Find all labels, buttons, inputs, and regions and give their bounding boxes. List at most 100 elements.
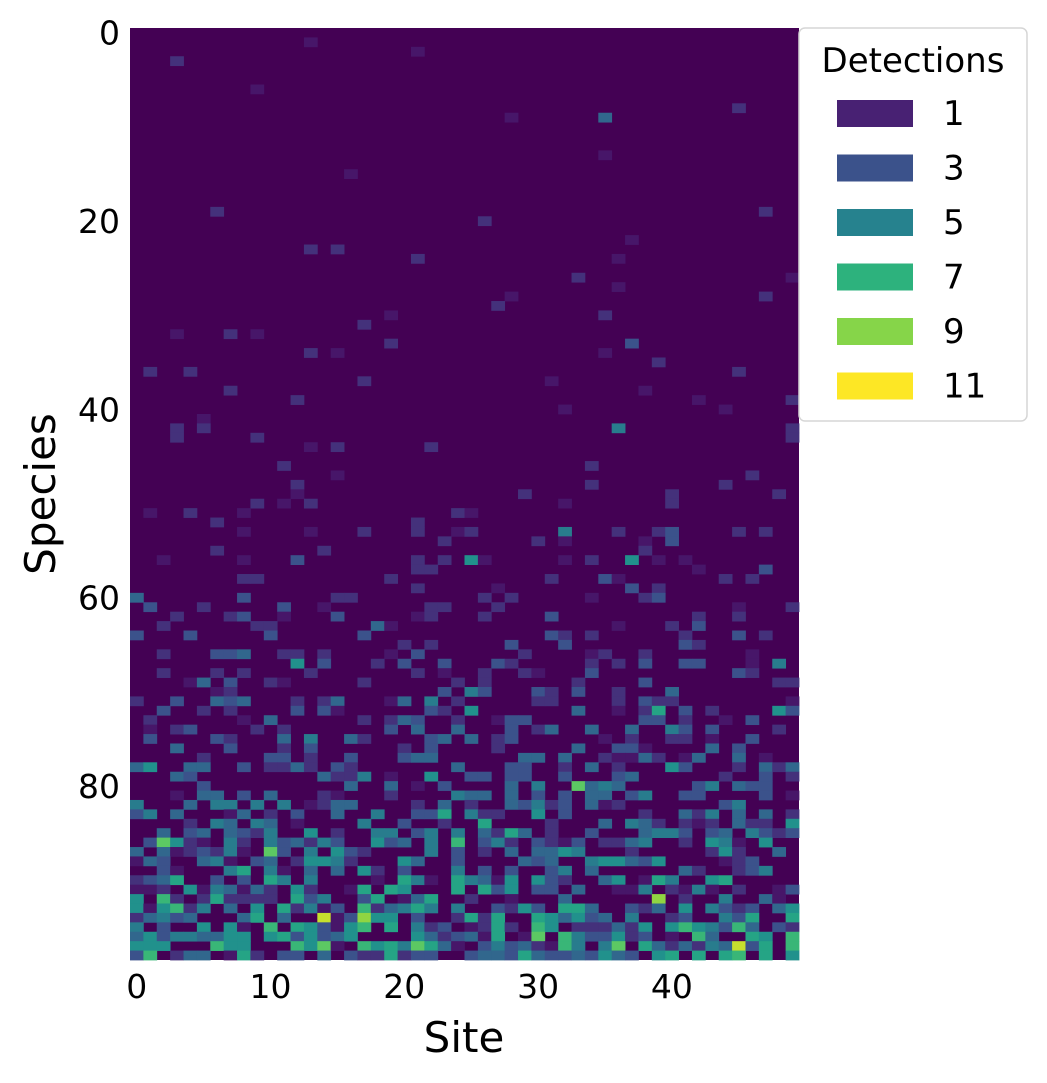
heatmap-cell [183,950,198,961]
heatmap-cell [598,112,613,123]
heatmap-cell [196,752,211,763]
legend-swatch [837,263,913,291]
heatmap-cell [732,809,746,820]
heatmap-cell [237,884,251,895]
heatmap-cell [464,790,479,801]
heatmap-cell [584,922,599,933]
heatmap-cell [705,875,720,886]
heatmap-cell [531,696,546,707]
heatmap-cell [223,696,238,707]
heatmap-cell [584,865,599,876]
heatmap-cell [344,912,358,923]
heatmap-cell [558,404,572,415]
heatmap-cell [678,724,693,735]
heatmap-cell [477,818,492,829]
heatmap-cell [705,903,720,914]
heatmap-cell [451,677,465,688]
heatmap-cell [277,752,291,763]
heatmap-cell [370,875,385,886]
heatmap-cell [250,621,265,631]
heatmap-cell [625,555,639,565]
heatmap-cell [263,847,278,857]
heatmap-cell [451,837,465,848]
y-axis-ticks: 0 20 40 60 80 [78,14,120,806]
heatmap-cell [196,894,211,904]
heatmap-cell [745,828,760,839]
heatmap-cell [745,865,760,876]
heatmap-cell [785,602,800,613]
heatmap-cell [196,903,211,914]
heatmap-cell [464,809,479,820]
heatmap-cell [263,856,278,867]
heatmap-cell [344,856,358,867]
heatmap-cell [237,611,251,622]
heatmap-cell [544,799,559,810]
heatmap-cell [504,592,519,603]
heatmap-cell [437,668,452,678]
heatmap-cell [410,856,425,867]
heatmap-cell [277,950,291,961]
heatmap-cell [665,489,679,500]
heatmap-cell [317,649,332,660]
heatmap-cell [758,752,773,763]
heatmap-cell [544,837,559,848]
heatmap-cell [732,762,746,773]
heatmap-cell [183,837,198,848]
heatmap-cell [611,253,626,264]
heatmap-cell [558,752,572,763]
heatmap-cell [344,169,358,180]
heatmap-cell [237,762,251,773]
heatmap-cell [464,875,479,886]
heatmap-cell [237,668,251,678]
heatmap-cell [531,941,546,951]
heatmap-cell [223,884,238,895]
heatmap-cell [424,837,439,848]
heatmap-cell [544,856,559,867]
heatmap-cell [544,847,559,857]
heatmap-cell [772,705,787,716]
heatmap-cell [598,734,613,744]
heatmap-cell [611,875,626,886]
heatmap-cell [772,762,787,773]
heatmap-cell [611,705,626,716]
heatmap-cell [130,762,144,773]
heatmap-cell [785,771,800,782]
heatmap-cell [504,865,519,876]
heatmap-cell [290,489,305,500]
heatmap-cell [437,941,452,951]
heatmap-cell [504,715,519,726]
heatmap-cell [196,781,211,791]
heatmap-cell [303,903,318,914]
heatmap-cell [156,649,171,660]
heatmap-cell [196,837,211,848]
heatmap-cell [170,743,184,754]
heatmap-cell [451,931,465,942]
heatmap-cell [504,875,519,886]
heatmap-cell [237,508,251,518]
heatmap-cell [504,941,519,951]
heatmap-cell [598,348,613,358]
heatmap-cell [277,762,291,773]
heatmap-cell [303,734,318,744]
heatmap-cell [410,941,425,951]
heatmap-cell [464,705,479,716]
heatmap-cell [611,837,626,848]
heatmap-cell [237,837,251,848]
heatmap-cell [451,526,465,537]
heatmap-cell [170,847,184,857]
heatmap-cell [571,912,586,923]
heatmap-cell [330,931,345,942]
heatmap-cell [732,668,746,678]
heatmap-cell [250,894,265,904]
heatmap-cell [745,574,760,584]
heatmap-cell [464,922,479,933]
heatmap-cell [210,884,225,895]
heatmap-cell [303,837,318,848]
heatmap-cell [491,301,506,311]
legend-swatch [837,154,913,182]
heatmap-cell [772,489,787,500]
heatmap-cell [571,686,586,697]
heatmap-cell [611,621,626,631]
heatmap-cell [303,941,318,951]
heatmap-cell [330,865,345,876]
